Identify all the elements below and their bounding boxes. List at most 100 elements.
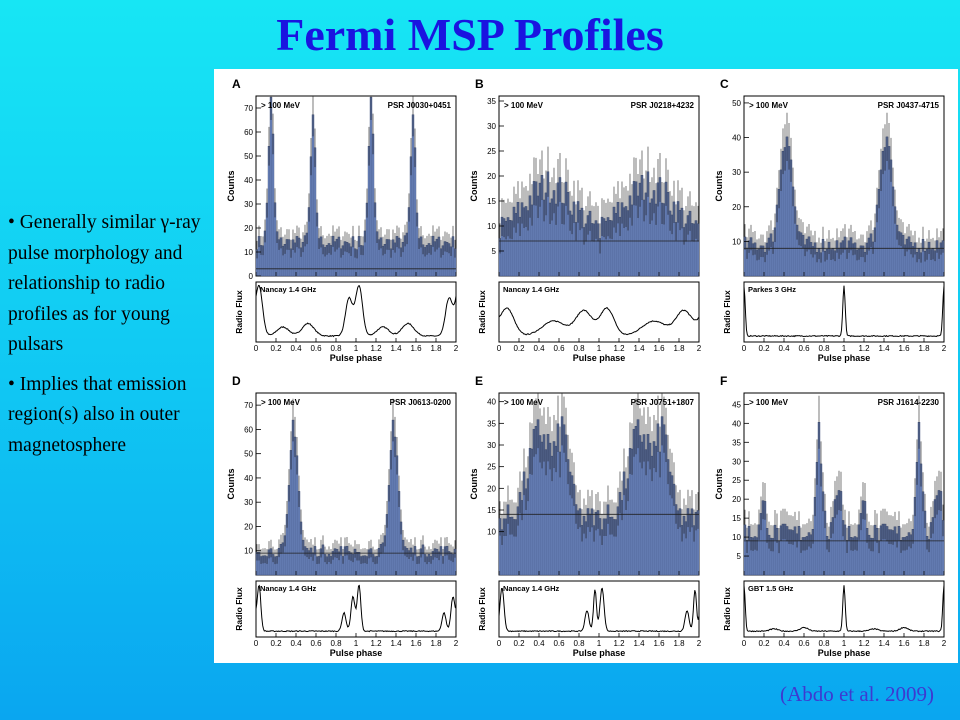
x-tick-label: 0.6: [310, 344, 322, 353]
x-axis-label: Pulse phase: [573, 353, 626, 363]
panel-letter: D: [232, 374, 241, 388]
x-tick-label: 1.8: [430, 639, 442, 648]
gamma-bar: [411, 114, 415, 277]
y-tick-label: 30: [732, 168, 741, 177]
gamma-bar: [367, 146, 371, 277]
x-tick-label: 0.2: [513, 344, 525, 353]
y-tick-label: 35: [732, 438, 741, 447]
x-tick-label: 1.4: [633, 639, 645, 648]
y-tick-label: 35: [487, 419, 496, 428]
x-tick-label: 0.6: [553, 639, 565, 648]
y-axis-label-radio: Radio Flux: [477, 587, 487, 631]
y-tick-label: 45: [732, 400, 741, 409]
bullet-outer-magnetosphere: • Implies that emission region(s) also i…: [8, 373, 187, 456]
x-tick-label: 0.8: [330, 344, 342, 353]
radio-label: GBT 1.5 GHz: [748, 584, 794, 593]
x-tick-label: 2: [454, 344, 459, 353]
radio-profile-line: [498, 307, 700, 336]
x-tick-label: 1: [597, 639, 602, 648]
radio-profile-line: [743, 285, 945, 338]
y-tick-label: 40: [732, 134, 741, 143]
x-tick-label: 0.2: [270, 344, 282, 353]
y-tick-label: 50: [244, 450, 253, 459]
x-tick-label: 1.2: [858, 639, 870, 648]
y-tick-label: 10: [732, 237, 741, 246]
y-tick-label: 10: [244, 248, 253, 257]
y-tick-label: 15: [732, 514, 741, 523]
energy-label: > 100 MeV: [749, 398, 789, 407]
x-tick-label: 1.8: [673, 639, 685, 648]
y-axis-label-counts: Counts: [226, 171, 236, 202]
energy-label: > 100 MeV: [749, 101, 789, 110]
y-tick-label: 30: [244, 498, 253, 507]
y-axis-label-counts: Counts: [714, 469, 724, 500]
x-tick-label: 1.4: [878, 639, 890, 648]
x-tick-label: 2: [454, 639, 459, 648]
x-tick-label: 1.2: [370, 639, 382, 648]
x-tick-label: 2: [697, 639, 702, 648]
x-tick-label: 0.6: [798, 344, 810, 353]
x-tick-label: 0: [254, 344, 259, 353]
x-tick-label: 0.2: [270, 639, 282, 648]
y-tick-label: 20: [732, 203, 741, 212]
panel-letter: E: [475, 374, 483, 388]
y-axis-label-counts: Counts: [469, 171, 479, 202]
x-tick-label: 0.2: [513, 639, 525, 648]
x-tick-label: 1.8: [673, 344, 685, 353]
radio-label: Nancay 1.4 GHz: [503, 285, 560, 294]
x-tick-label: 1: [597, 344, 602, 353]
x-tick-label: 2: [942, 344, 947, 353]
y-axis-label-counts: Counts: [714, 171, 724, 202]
y-tick-label: 30: [732, 457, 741, 466]
y-axis-label-counts: Counts: [469, 469, 479, 500]
energy-label: > 100 MeV: [504, 398, 544, 407]
y-tick-label: 35: [487, 97, 496, 106]
x-tick-label: 0.8: [573, 639, 585, 648]
y-tick-label: 50: [732, 99, 741, 108]
panel-letter: C: [720, 77, 729, 91]
x-tick-label: 2: [942, 639, 947, 648]
panel-letter: B: [475, 77, 484, 91]
y-tick-label: 25: [732, 476, 741, 485]
x-tick-label: 1: [842, 639, 847, 648]
x-tick-label: 1: [354, 344, 359, 353]
y-tick-label: 15: [487, 197, 496, 206]
pulsar-name: PSR J0030+0451: [388, 101, 452, 110]
energy-label: > 100 MeV: [504, 101, 544, 110]
x-tick-label: 1.2: [613, 639, 625, 648]
x-tick-label: 0.4: [778, 639, 790, 648]
radio-profile-line: [255, 284, 457, 338]
x-axis-label: Pulse phase: [818, 353, 871, 363]
y-axis-label-radio: Radio Flux: [477, 290, 487, 334]
bullet-list: • Generally similar γ-ray pulse morpholo…: [8, 208, 222, 470]
x-tick-label: 1: [842, 344, 847, 353]
radio-label: Nancay 1.4 GHz: [260, 285, 317, 294]
x-tick-label: 1.2: [858, 344, 870, 353]
radio-profile-line: [743, 585, 945, 633]
x-tick-label: 1.6: [410, 639, 422, 648]
radio-label: Nancay 1.4 GHz: [260, 584, 317, 593]
x-tick-label: 0: [497, 344, 502, 353]
gamma-bar: [311, 114, 315, 277]
x-tick-label: 1.6: [653, 344, 665, 353]
gamma-bar: [271, 133, 275, 277]
y-tick-label: 10: [487, 222, 496, 231]
x-tick-label: 0.4: [533, 344, 545, 353]
pulsar-name: PSR J0218+4232: [631, 101, 695, 110]
y-tick-label: 30: [244, 200, 253, 209]
x-tick-label: 1.4: [390, 639, 402, 648]
y-axis-label-radio: Radio Flux: [722, 290, 732, 334]
y-tick-label: 15: [487, 506, 496, 515]
y-tick-label: 60: [244, 425, 253, 434]
y-tick-label: 0: [249, 272, 254, 281]
x-tick-label: 0.8: [573, 344, 585, 353]
gamma-bar: [267, 146, 271, 277]
y-tick-label: 30: [487, 122, 496, 131]
x-tick-label: 1: [354, 639, 359, 648]
radio-profile-line: [255, 584, 457, 633]
x-tick-label: 1.8: [918, 344, 930, 353]
y-tick-label: 10: [487, 528, 496, 537]
panel-letter: F: [720, 374, 727, 388]
y-tick-label: 5: [737, 552, 742, 561]
x-tick-label: 0: [254, 639, 259, 648]
